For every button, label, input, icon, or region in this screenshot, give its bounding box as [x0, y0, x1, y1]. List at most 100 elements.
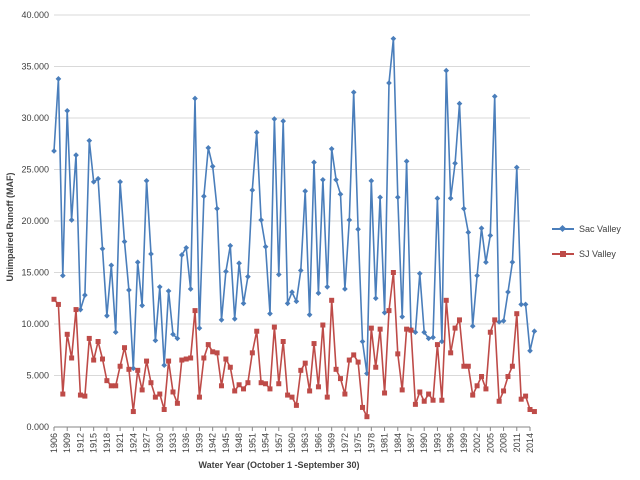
data-point-sj-valley: [95, 339, 101, 345]
x-axis-title: Water Year (October 1 -September 30): [198, 460, 359, 470]
data-point-sj-valley: [152, 394, 158, 400]
data-point-sj-valley: [315, 384, 321, 390]
data-point-sj-valley: [113, 383, 119, 389]
x-tick-label: 1936: [181, 433, 191, 453]
data-point-sac-valley: [390, 35, 397, 42]
x-tick-label: 1945: [221, 433, 231, 453]
data-point-sac-valley: [461, 205, 467, 212]
data-point-sj-valley: [337, 376, 343, 382]
data-point-sj-valley: [263, 381, 269, 387]
data-point-sj-valley: [461, 363, 467, 369]
data-point-sj-valley: [474, 383, 480, 389]
data-point-sac-valley: [505, 289, 511, 295]
y-axis-ticks: 0.000 5.000 10.000 15.000 20.000 25.000 30.000…: [21, 10, 49, 432]
data-point-sac-valley: [196, 325, 203, 331]
data-point-sac-valley: [416, 270, 423, 277]
data-point-sac-valley: [249, 187, 256, 193]
legend: Sac Valley SJ Valley: [552, 224, 621, 259]
data-point-sj-valley: [161, 406, 167, 412]
data-point-sj-valley: [298, 367, 304, 373]
data-point-sac-valley: [245, 273, 251, 280]
x-tick-label: 1918: [102, 433, 112, 453]
data-point-sj-valley: [223, 356, 229, 362]
x-axis-ticks: 1906 1909 1912 1915 1918 1921 1924 1927 1930 1933…: [49, 427, 535, 453]
data-point-sac-valley: [86, 137, 93, 144]
data-point-sj-valley: [174, 400, 180, 406]
y-tick-label: 30.000: [21, 113, 49, 123]
x-tick-label: 1942: [208, 433, 218, 453]
data-point-sj-valley: [232, 388, 238, 394]
legend-label-sj-valley: SJ Valley: [579, 249, 616, 259]
x-tick-label: 1999: [459, 433, 469, 453]
data-point-sj-valley: [267, 386, 273, 392]
x-tick-label: 1960: [287, 433, 297, 453]
data-point-sac-valley: [509, 259, 516, 266]
data-point-sj-valley: [117, 363, 123, 369]
data-point-sac-valley: [77, 306, 84, 313]
data-point-sac-valley: [240, 300, 247, 307]
series-sac-valley: [51, 35, 538, 377]
data-point-sac-valley: [421, 329, 428, 336]
data-point-sj-valley: [439, 397, 445, 403]
data-point-sj-valley: [417, 389, 423, 395]
data-point-sj-valley: [527, 406, 533, 412]
data-point-sj-valley: [487, 329, 493, 335]
data-point-sac-valley: [139, 302, 145, 309]
data-point-sac-valley: [478, 225, 485, 232]
data-point-sj-valley: [470, 392, 476, 398]
data-point-sj-valley: [430, 397, 436, 403]
data-point-sj-valley: [249, 350, 255, 356]
y-axis-title: Unimpaired Runoff (MAF): [5, 173, 15, 282]
data-point-sac-valley: [55, 76, 62, 82]
data-point-sac-valley: [187, 286, 194, 292]
data-point-sac-valley: [192, 95, 198, 102]
data-point-sj-valley: [99, 356, 105, 362]
data-point-sj-valley: [373, 364, 379, 370]
data-point-sj-valley: [130, 409, 136, 415]
legend-label-sac-valley: Sac Valley: [579, 224, 621, 234]
data-point-sj-valley: [77, 392, 83, 398]
data-point-sac-valley: [218, 317, 225, 323]
x-tick-label: 1954: [261, 433, 271, 453]
gridlines: [54, 14, 530, 376]
x-tick-label: 2005: [485, 433, 495, 453]
data-point-sac-valley: [434, 195, 441, 202]
data-point-sac-valley: [227, 242, 234, 249]
data-point-sj-valley: [214, 350, 220, 356]
data-point-sj-valley: [307, 388, 313, 394]
data-point-sj-valley: [342, 391, 348, 397]
data-point-sac-valley: [522, 301, 529, 308]
data-point-sj-valley: [126, 366, 132, 372]
data-point-sac-valley: [126, 287, 132, 293]
x-tick-label: 1933: [168, 433, 178, 453]
y-tick-label: 15.000: [21, 268, 49, 278]
data-point-sj-valley: [408, 327, 414, 333]
x-tick-label: 1969: [327, 433, 337, 453]
data-point-sj-valley: [412, 401, 418, 407]
data-point-sj-valley: [285, 392, 291, 398]
data-point-sac-valley: [518, 301, 524, 308]
data-point-sj-valley: [55, 301, 61, 307]
x-tick-label: 2002: [472, 433, 482, 453]
data-point-sj-valley: [395, 351, 401, 357]
data-point-sac-valley: [425, 335, 432, 342]
data-point-sj-valley: [205, 342, 211, 348]
data-point-sac-valley: [377, 194, 383, 201]
data-point-sac-valley: [386, 80, 392, 86]
data-point-sj-valley: [196, 394, 202, 400]
data-point-sac-valley: [152, 337, 159, 344]
data-point-sj-valley: [271, 324, 277, 330]
x-tick-label: 1978: [366, 433, 376, 453]
data-point-sj-valley: [443, 297, 449, 303]
data-point-sj-valley: [192, 308, 198, 314]
data-point-sac-valley: [394, 194, 401, 201]
data-point-sac-valley: [108, 262, 115, 269]
x-tick-label: 1906: [49, 433, 59, 453]
data-point-sac-valley: [275, 271, 282, 278]
data-point-sj-valley: [86, 335, 92, 341]
data-point-sj-valley: [452, 325, 458, 331]
data-point-sac-valley: [350, 89, 357, 96]
y-tick-label: 0.000: [26, 422, 49, 432]
y-tick-label: 25.000: [21, 165, 49, 175]
data-point-sj-valley: [276, 381, 282, 387]
